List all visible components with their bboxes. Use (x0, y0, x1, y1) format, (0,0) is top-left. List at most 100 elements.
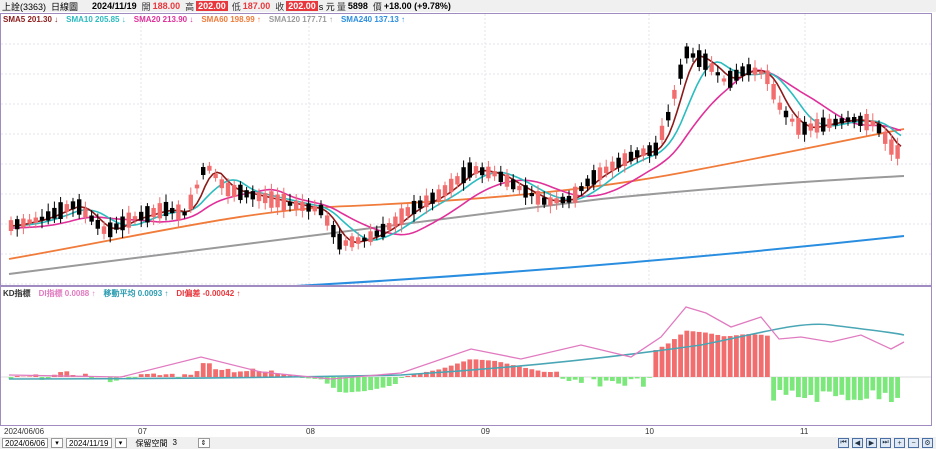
candle-body (64, 204, 69, 212)
candle-body (306, 203, 311, 212)
histogram-bar (802, 377, 807, 398)
start-date-dropdown-icon[interactable]: ▾ (51, 438, 64, 448)
histogram-bar (752, 334, 758, 377)
indicator-chart[interactable] (1, 287, 931, 425)
scroll-first-icon[interactable]: ⏮ (838, 438, 849, 448)
scroll-left-icon[interactable]: ◀ (852, 438, 863, 448)
histogram-bar (467, 359, 473, 377)
histogram-bar (845, 377, 851, 401)
sma120-line (8, 175, 905, 275)
candle-body (703, 53, 708, 70)
candle-body (492, 171, 497, 177)
histogram-bar (672, 339, 677, 377)
zoom-in-icon[interactable]: + (894, 438, 905, 448)
candlestick-chart[interactable] (1, 14, 931, 285)
histogram-bar (169, 373, 175, 377)
histogram-bar (659, 346, 665, 377)
ma-legend-item-4: SMA120 177.71 ↑ (268, 15, 333, 24)
scroll-right-icon[interactable]: ▶ (866, 438, 877, 448)
candle-body (356, 237, 361, 244)
histogram-bar (393, 377, 398, 384)
candle-body (337, 233, 342, 250)
candle-body (498, 171, 503, 183)
histogram-bar (14, 376, 20, 377)
indicator-panel[interactable]: KD指標 DI指標 0.0088 ↑ 移動平均 0.0093 ↑ DI偏差 -0.00… (0, 286, 932, 426)
histogram-bar (157, 375, 163, 377)
candle-body (449, 178, 454, 193)
candle-body (70, 201, 76, 210)
histogram-bar (690, 331, 696, 377)
scroll-last-icon[interactable]: ⏭ (880, 438, 891, 448)
keep-space-field[interactable]: 3 (172, 438, 177, 447)
candle-body (684, 46, 689, 59)
zoom-out-icon[interactable]: − (908, 438, 919, 448)
candle-body (207, 165, 212, 171)
histogram-bar (610, 377, 615, 382)
histogram-bar (591, 377, 597, 380)
histogram-bar (355, 377, 361, 392)
sma240-line (295, 235, 905, 285)
ma-legend-item-3: SMA60 198.99 ↑ (201, 15, 261, 24)
histogram-bar (529, 369, 535, 377)
candle-body (622, 153, 627, 166)
keep-space-spinner-icon[interactable]: ⇕ (197, 438, 210, 448)
end-date-dropdown-icon[interactable]: ▾ (114, 438, 127, 448)
candle-body (114, 223, 119, 230)
candle-body (89, 215, 94, 222)
stock-name[interactable]: 上詮(3363) (2, 1, 47, 12)
histogram-bar (200, 363, 206, 377)
candle-body (430, 192, 435, 204)
candle-body (455, 176, 460, 185)
histogram-bar (827, 377, 832, 392)
candle-body (610, 161, 615, 171)
candle-body (666, 111, 671, 121)
x-tick-3: 09 (481, 427, 490, 436)
price-chart-panel[interactable]: SMA5 201.30 ↓ SMA10 205.85 ↓ SMA20 213.90 … (0, 13, 932, 286)
candle-body (467, 162, 472, 178)
di-ma-line (8, 323, 905, 380)
low-label: 低 (231, 1, 241, 12)
histogram-bar (374, 377, 380, 389)
change-label: 價 (372, 1, 382, 12)
candle-body (281, 193, 286, 211)
candle-body (864, 113, 869, 131)
candle-body (858, 115, 863, 126)
histogram-bar (27, 376, 32, 377)
histogram-bar (622, 377, 628, 386)
histogram-bar (219, 369, 225, 377)
histogram-bar (721, 336, 727, 377)
start-date-field[interactable]: 2024/06/06 (2, 438, 49, 448)
histogram-bar (789, 377, 795, 391)
candle-body (325, 215, 330, 226)
ma-legend-item-1: SMA10 205.85 ↓ (66, 15, 126, 24)
candle-body (523, 185, 528, 198)
histogram-bar (771, 377, 776, 401)
keep-space-label: 保留空間 (135, 438, 168, 448)
candle-body (585, 178, 590, 187)
period-label[interactable]: 日線圖 (51, 1, 79, 12)
candle-body (659, 125, 665, 140)
end-date-field[interactable]: 2024/11/19 (66, 438, 112, 448)
candle-body (790, 118, 795, 122)
candle-body (889, 139, 894, 155)
histogram-bar (839, 377, 845, 395)
histogram-bar (380, 377, 386, 388)
candle-body (201, 167, 206, 175)
indicator-legend: KD指標 DI指標 0.0088 ↑ 移動平均 0.0093 ↑ DI偏差 -0.00… (3, 288, 240, 299)
x-tick-0: 2024/06/06 (4, 427, 45, 436)
ma-legend: SMA5 201.30 ↓ SMA10 205.85 ↓ SMA20 213.90 … (3, 15, 405, 24)
histogram-bar (541, 371, 547, 377)
settings-icon[interactable]: ⚙ (922, 438, 933, 448)
range-toolbar: 2024/06/06 ▾ 2024/11/19 ▾ 保留空間 3 ⇕ ⏮ ◀ ▶… (0, 437, 936, 449)
histogram-bar (523, 367, 528, 377)
histogram-bar (876, 377, 882, 400)
histogram-bar (696, 331, 702, 377)
candle-body (188, 194, 193, 210)
candle-body (845, 117, 851, 122)
x-tick-1: 07 (138, 427, 147, 436)
histogram-bar (746, 334, 752, 377)
histogram-bar (455, 363, 460, 377)
candle-body (715, 72, 720, 76)
candle-body (244, 190, 249, 198)
candle-body (46, 211, 51, 221)
